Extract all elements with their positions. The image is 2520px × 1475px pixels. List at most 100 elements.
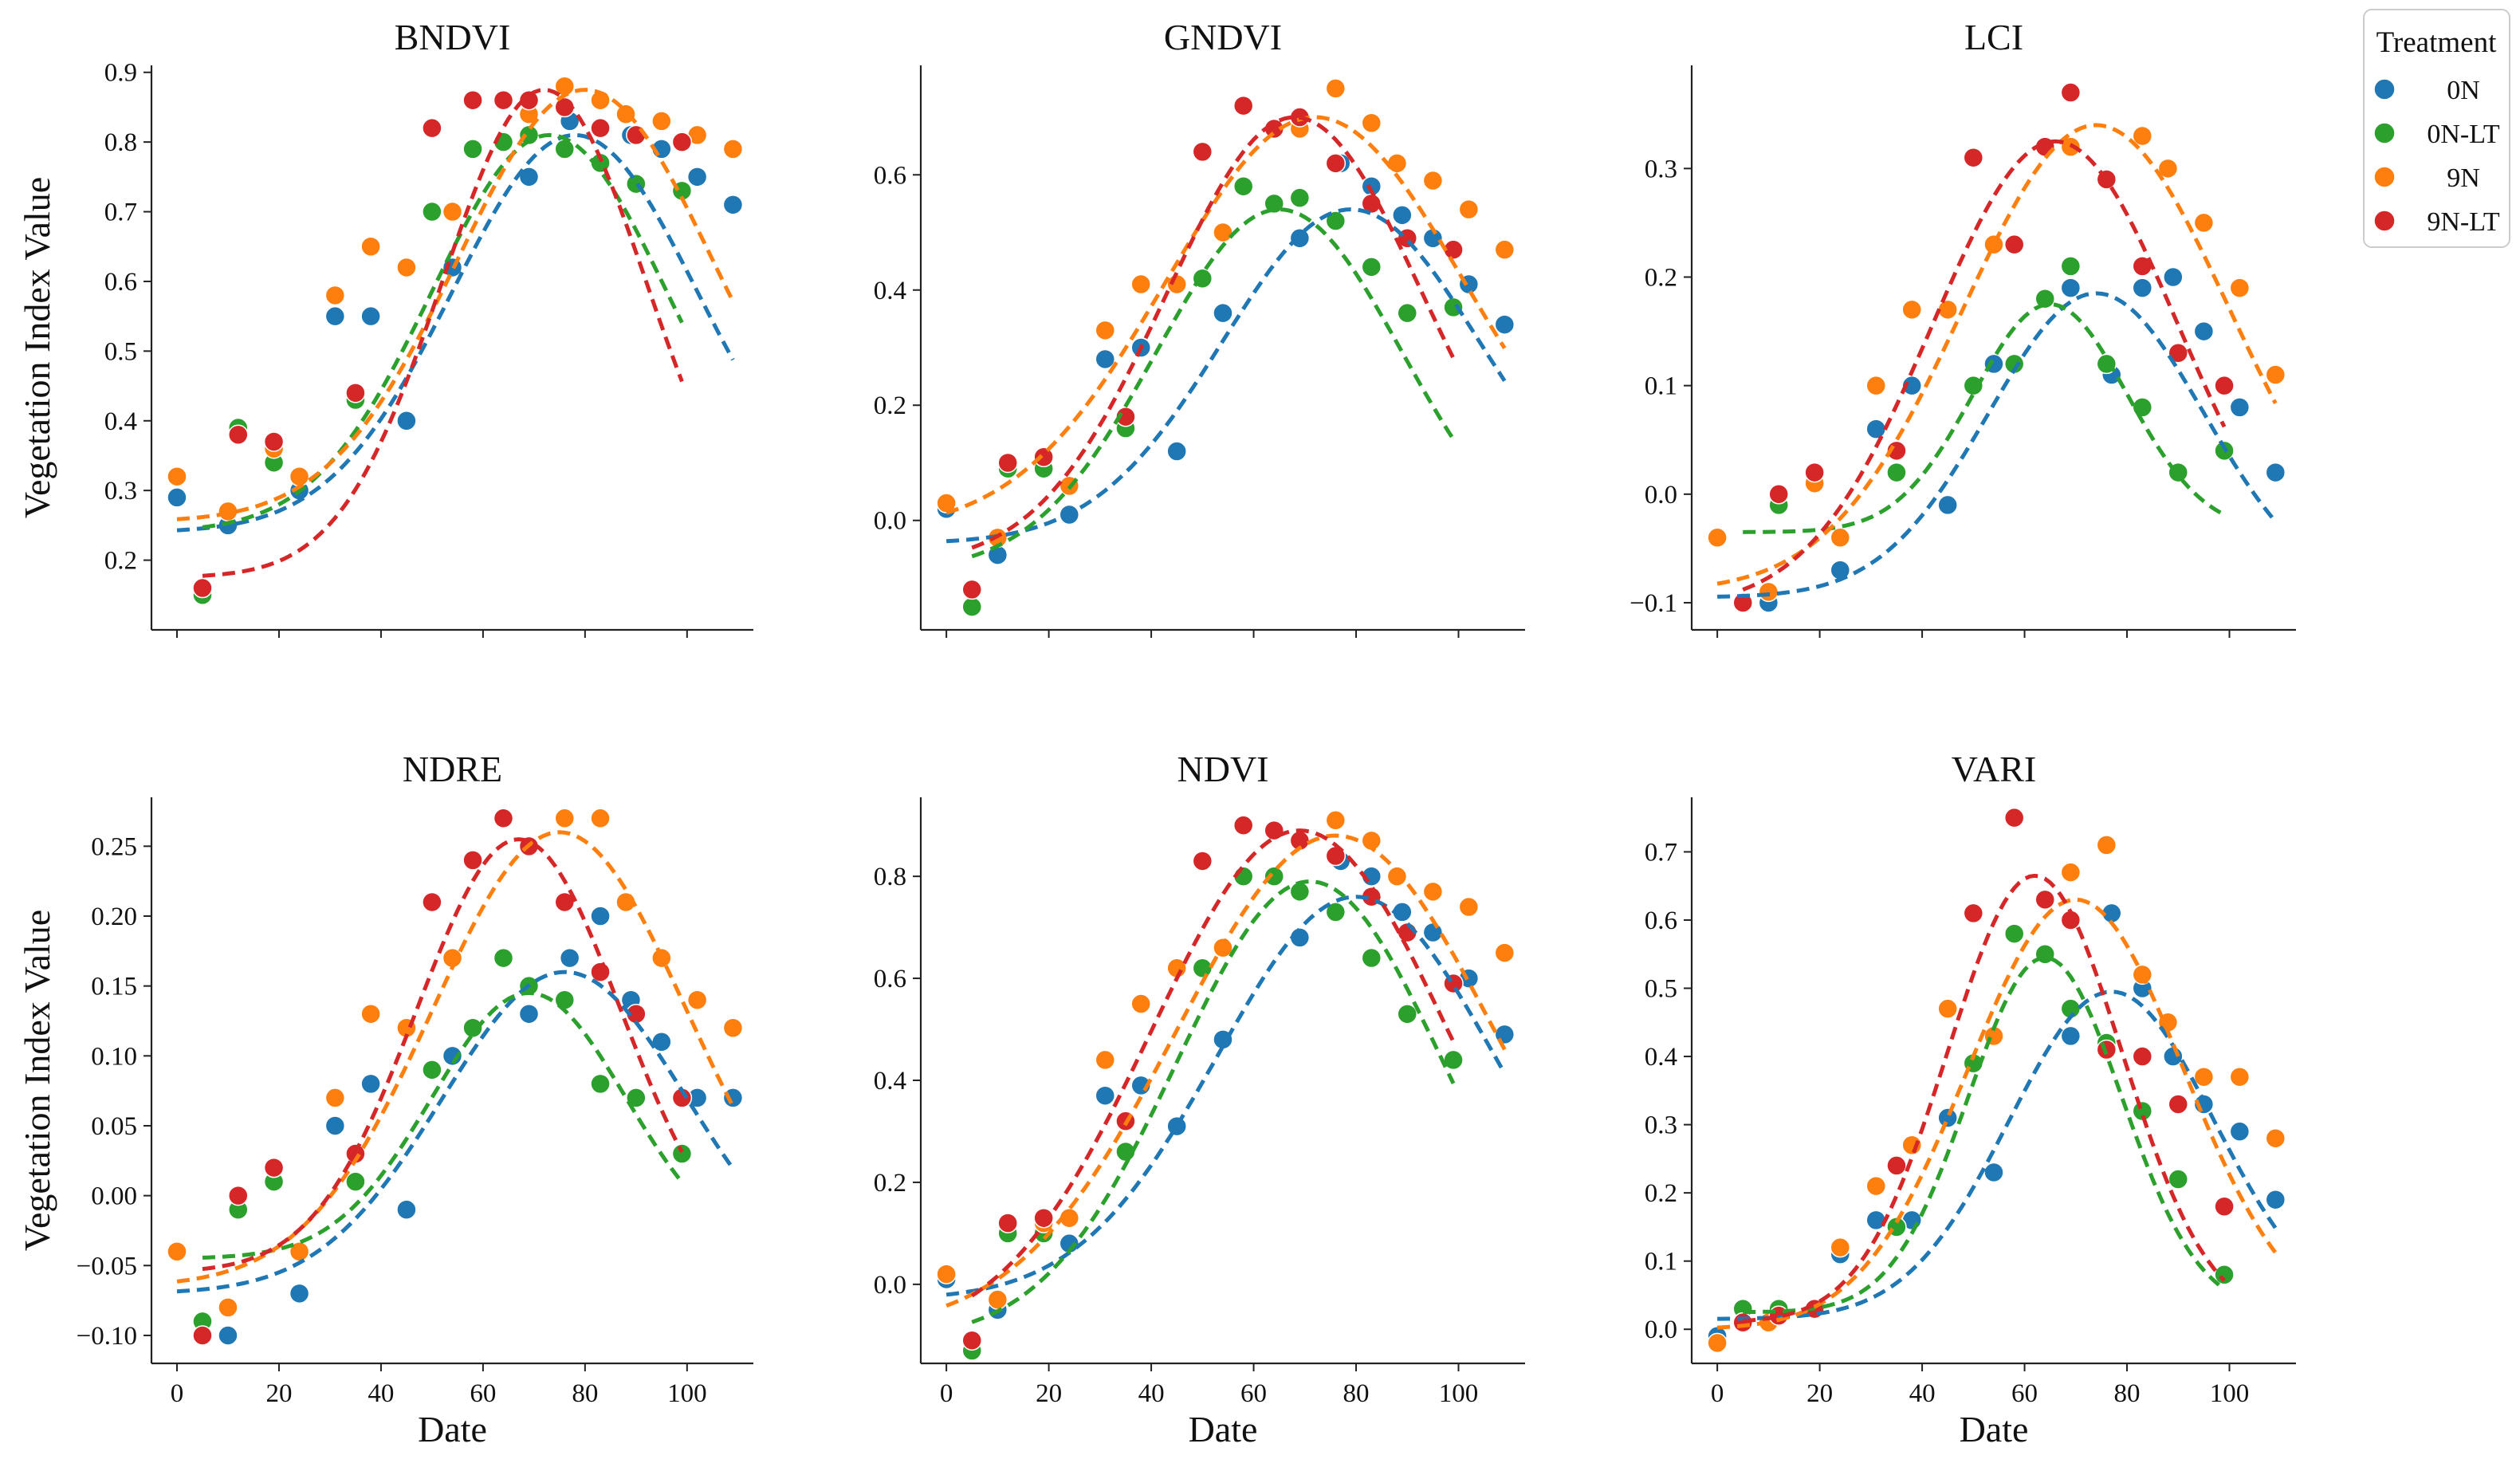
data-point-9n <box>554 808 576 829</box>
fit-line-0n-lt <box>202 990 684 1260</box>
y-tick-label: 0.10 <box>91 1042 137 1071</box>
y-tick-label: 0.4 <box>1645 1043 1677 1072</box>
data-point-0n-lt <box>2168 1169 2189 1190</box>
fit-line-9n-lt <box>1743 873 2226 1324</box>
data-point-0n-lt <box>1443 297 1464 318</box>
y-tick-label: 0.20 <box>91 903 137 931</box>
data-point-9n-lt <box>554 891 576 913</box>
data-point-0n-lt <box>1443 1049 1464 1071</box>
x-tick-label: 60 <box>470 1379 496 1408</box>
data-point-0n <box>722 195 744 215</box>
y-tick-label: −0.10 <box>77 1322 137 1351</box>
data-point-0n <box>1166 441 1187 462</box>
data-point-9n-lt <box>192 1325 213 1346</box>
data-point-0n <box>651 1032 672 1052</box>
data-point-0n <box>218 1325 238 1346</box>
data-point-9n <box>1458 896 1480 918</box>
data-point-9n <box>722 139 744 159</box>
data-point-0n <box>396 411 417 431</box>
fit-line-0n-lt <box>202 132 684 529</box>
x-axis-label: Date <box>1960 1409 2029 1449</box>
panel-gndvi: GNDVI 0.0 0.2 0.4 0.6 <box>874 17 1525 638</box>
y-tick-label: −0.05 <box>77 1252 137 1280</box>
chart-title: NDRE <box>403 749 502 789</box>
x-tick-label: 0 <box>1711 1379 1724 1408</box>
data-point-9n-lt <box>2003 807 2025 828</box>
data-point-9n <box>2265 364 2286 385</box>
data-point-9n <box>1422 170 1444 191</box>
data-point-9n-lt <box>1886 1155 1907 1176</box>
y-tick-label: 0.4 <box>874 277 906 305</box>
data-point-0n <box>2132 277 2153 298</box>
data-point-0n-lt <box>2132 1100 2153 1122</box>
data-point-0n <box>590 906 611 926</box>
data-point-9n-lt <box>228 424 249 446</box>
legend-title: Treatment <box>2377 26 2497 59</box>
x-tick-label: 80 <box>572 1379 598 1408</box>
data-point-0n <box>2060 277 2082 298</box>
x-tick-label: 40 <box>368 1379 394 1408</box>
x-tick-label: 100 <box>1439 1379 1479 1408</box>
data-point-9n <box>218 1297 238 1318</box>
data-point-9n-lt <box>590 117 611 139</box>
data-point-9n-lt <box>1232 95 1254 116</box>
y-tick-label: 0.3 <box>104 477 137 505</box>
y-tick-label: 0.2 <box>1645 264 1677 293</box>
y-tick-label: 0.7 <box>1645 838 1677 867</box>
data-point-9n <box>651 111 672 132</box>
data-point-9n-lt <box>1192 851 1213 871</box>
data-point-9n-lt <box>2214 1196 2235 1217</box>
data-point-9n-lt <box>1804 462 1825 483</box>
legend-label-9n: 9N <box>2447 163 2480 193</box>
data-point-9n <box>1901 299 1922 321</box>
data-point-0n <box>1937 494 1958 516</box>
data-point-0n-lt <box>345 1171 366 1192</box>
panel-ndvi: NDVI 0.0 0.2 0.4 0.6 0.8 0 20 40 60 80 100 Date <box>874 749 1525 1449</box>
y-tick-label: 0.3 <box>1645 1111 1677 1140</box>
data-point-0n-lt <box>1325 210 1346 231</box>
x-tick-label: 100 <box>667 1379 707 1408</box>
data-point-9n-lt <box>2168 343 2189 364</box>
y-tick-label: 0.6 <box>874 161 906 190</box>
data-point-9n-lt <box>1232 815 1254 836</box>
chart-title: GNDVI <box>1164 17 1282 57</box>
data-point-9n-lt <box>1033 1207 1054 1229</box>
data-point-0n <box>360 1073 381 1095</box>
data-point-9n-lt <box>462 850 483 871</box>
data-point-9n <box>2193 212 2215 234</box>
data-point-9n <box>722 1017 744 1039</box>
data-point-0n <box>442 1045 463 1067</box>
y-tick-label: 0.3 <box>1645 155 1677 183</box>
data-point-9n-lt <box>462 89 483 111</box>
panels: BNDVI 0.2 0.3 0.4 0.5 0.6 0.7 0.8 0.9 Vegetation … <box>17 17 2296 1449</box>
data-point-0n-lt <box>462 139 483 159</box>
data-point-0n <box>1865 419 1887 439</box>
panel-ndre: NDRE −0.10 −0.05 0.00 0.05 0.10 0.15 0.20 0.25 0 2… <box>17 749 753 1449</box>
data-point-0n <box>324 305 346 327</box>
data-point-0n-lt <box>2214 1265 2235 1285</box>
x-tick-label: 40 <box>1909 1379 1936 1408</box>
data-point-9n-lt <box>2132 1046 2153 1067</box>
data-point-0n-lt <box>2003 923 2025 944</box>
data-point-9n <box>1361 112 1382 133</box>
x-tick-label: 80 <box>2114 1379 2141 1408</box>
data-point-0n <box>2193 321 2215 342</box>
data-point-9n <box>1865 1175 1887 1197</box>
data-point-0n-lt <box>1232 175 1254 197</box>
x-tick-label: 20 <box>1806 1379 1833 1408</box>
data-point-9n-lt <box>263 1157 285 1178</box>
data-point-9n <box>1830 527 1851 549</box>
data-point-0n-lt <box>493 947 514 969</box>
data-point-0n <box>518 1003 540 1025</box>
y-tick-label: 0.1 <box>1645 372 1677 401</box>
data-point-9n <box>1325 810 1346 831</box>
data-point-0n <box>1213 302 1233 324</box>
data-point-9n-lt <box>263 431 285 452</box>
y-tick-label: 0.6 <box>1645 907 1677 935</box>
data-point-9n <box>1937 299 1958 321</box>
data-point-0n <box>722 1088 744 1108</box>
data-point-9n <box>1386 866 1408 887</box>
data-point-0n-lt <box>554 139 576 159</box>
data-point-0n-lt <box>1264 866 1284 887</box>
